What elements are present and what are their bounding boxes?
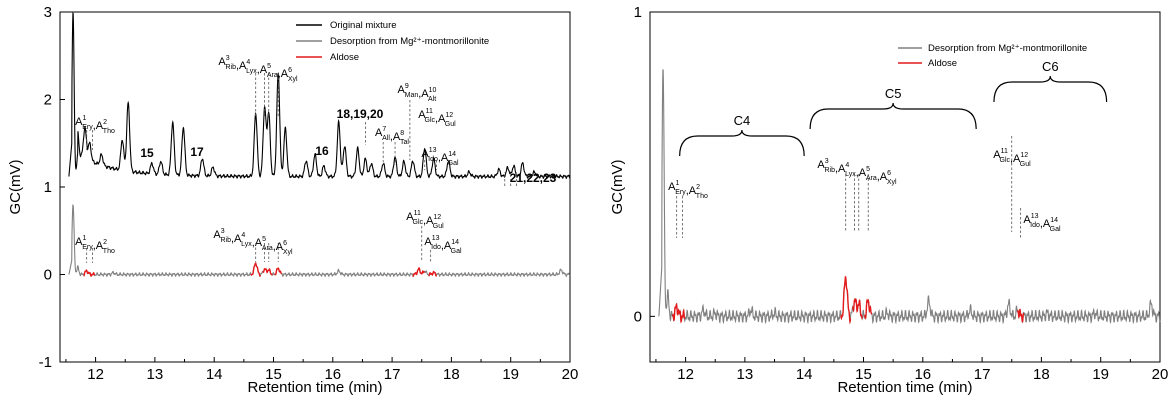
x-tick-label: 16 (324, 366, 341, 383)
right-x-axis-title: Retention time (min) (837, 379, 972, 396)
left-y-axis-title: GC(mV) (7, 160, 24, 215)
left-y-ticks: -1 0 1 2 3 (39, 4, 65, 371)
group-label: C6 (1042, 59, 1059, 74)
x-tick-label: 17 (384, 366, 401, 383)
x-tick-label: 17 (974, 366, 991, 383)
legend-label-desorption: Desorption from Mg²⁺-montmorillonite (330, 36, 489, 47)
aldose-segment (262, 267, 273, 276)
peak-annotation: 15 (140, 146, 154, 160)
aldose-segment (1017, 308, 1025, 323)
series-line (658, 69, 1161, 325)
peak-annotation: 17 (190, 145, 204, 159)
peak-annotation: A1 Ery,A2 Tho (668, 180, 708, 200)
y-tick-label: -1 (39, 354, 52, 371)
x-tick-label: 12 (677, 366, 694, 383)
x-tick-label: 15 (855, 366, 872, 383)
x-tick-label: 16 (914, 366, 931, 383)
x-tick-label: 19 (1092, 366, 1109, 383)
peak-annotation: A3 Rib,A4 Lyx,A5 Ara,A6 Xyl (817, 158, 897, 186)
right-x-ticks: 12 13 14 15 16 17 18 19 20 (655, 357, 1169, 383)
aldose-segment (274, 267, 282, 276)
y-tick-label: 0 (44, 267, 52, 284)
x-tick-label: 18 (443, 366, 460, 383)
aldose-segment (428, 270, 438, 277)
peak-annotation: A9 Man,A10 Alt (398, 83, 437, 103)
peak-annotation: A3 Rib,A4 Lyx,A5 Ara,A6 Xyl (213, 228, 293, 256)
left-x-axis-title: Retention time (min) (247, 379, 382, 396)
y-tick-label: 1 (634, 4, 642, 21)
group-label: C4 (734, 113, 751, 128)
peak-annotation: A3 Rib,A4 Lyx,A5 Ara,A6 Xyl (218, 55, 298, 83)
left-series-group (68, 12, 571, 278)
peak-annotation: 16 (315, 144, 329, 158)
group-brace (679, 129, 805, 157)
right-y-ticks: 01 (634, 4, 655, 325)
x-tick-label: 13 (147, 366, 164, 383)
peak-annotation: 18,19,20 (337, 107, 384, 121)
peak-annotation: 21,22,23 (510, 171, 557, 185)
peak-annotation: A7 All,A8 Tal (375, 126, 409, 146)
legend-label-aldose: Aldose (928, 58, 957, 69)
peak-annotation: A13 Ido,A14 Gal (424, 235, 462, 255)
group-brace (993, 75, 1108, 103)
aldose-segment (83, 269, 96, 277)
peak-annotation: A1 Ery,A2 Tho (75, 235, 115, 255)
y-tick-label: 2 (44, 92, 52, 109)
x-tick-label: 19 (502, 366, 519, 383)
x-tick-label: 20 (1152, 366, 1169, 383)
x-tick-label: 18 (1033, 366, 1050, 383)
group-label: C5 (885, 86, 902, 101)
x-tick-label: 12 (87, 366, 104, 383)
legend-label-original: Original mixture (330, 20, 397, 31)
right-plot-frame (649, 11, 1161, 363)
legend-label-desorption: Desorption from Mg²⁺-montmorillonite (928, 43, 1087, 54)
x-tick-label: 14 (796, 366, 813, 383)
aldose-segment (671, 302, 686, 324)
y-tick-label: 3 (44, 4, 52, 21)
y-tick-label: 1 (44, 179, 52, 196)
peak-annotation: A11 Glc,A12 Gul (406, 210, 444, 230)
right-series-group (658, 69, 1161, 325)
x-tick-label: 15 (265, 366, 282, 383)
peak-annotation: A11 Glc,A12 Gul (418, 108, 456, 128)
left-annotations: A1 Ery,A2 Tho A3 Rib,A4 Lyx,A5 Ara,A6 Xyl 18,19,… (75, 55, 557, 263)
right-y-axis-title: GC(mV) (609, 160, 626, 215)
right-legend: Desorption from Mg²⁺-montmorillonite Ald… (898, 43, 1087, 69)
aldose-segment (840, 275, 852, 325)
x-tick-label: 20 (562, 366, 579, 383)
y-tick-label: 0 (634, 308, 642, 325)
group-brace (809, 102, 977, 130)
left-plot-frame (59, 11, 571, 363)
right-annotations: A1 Ery,A2 Tho A3 Rib,A4 Lyx,A5 Ara,A6 Xyl A11 Glc… (668, 136, 1061, 238)
series-line (68, 204, 571, 278)
left-legend: Original mixture Desorption from Mg²⁺-mo… (296, 20, 489, 63)
x-tick-label: 14 (206, 366, 223, 383)
aldose-segment (250, 262, 262, 278)
aldose-segment (852, 297, 863, 320)
peak-annotation: A1 Ery,A2 Tho (75, 115, 115, 135)
peak-annotation: A11 Glc,A12 Gul (993, 148, 1031, 168)
aldose-segment (412, 267, 426, 278)
peak-annotation: A13 Ido,A14 Gal (1023, 213, 1061, 233)
aldose-segment (864, 298, 873, 321)
right-carbon-groups: C4 C5 C6 (679, 59, 1108, 157)
legend-label-aldose: Aldose (330, 52, 359, 63)
series-line (68, 12, 571, 180)
peak-annotation: A13 Ido,A14 Gal (421, 147, 459, 167)
left-x-ticks: 12 13 14 15 16 17 18 19 20 (65, 357, 579, 383)
x-tick-label: 13 (737, 366, 754, 383)
